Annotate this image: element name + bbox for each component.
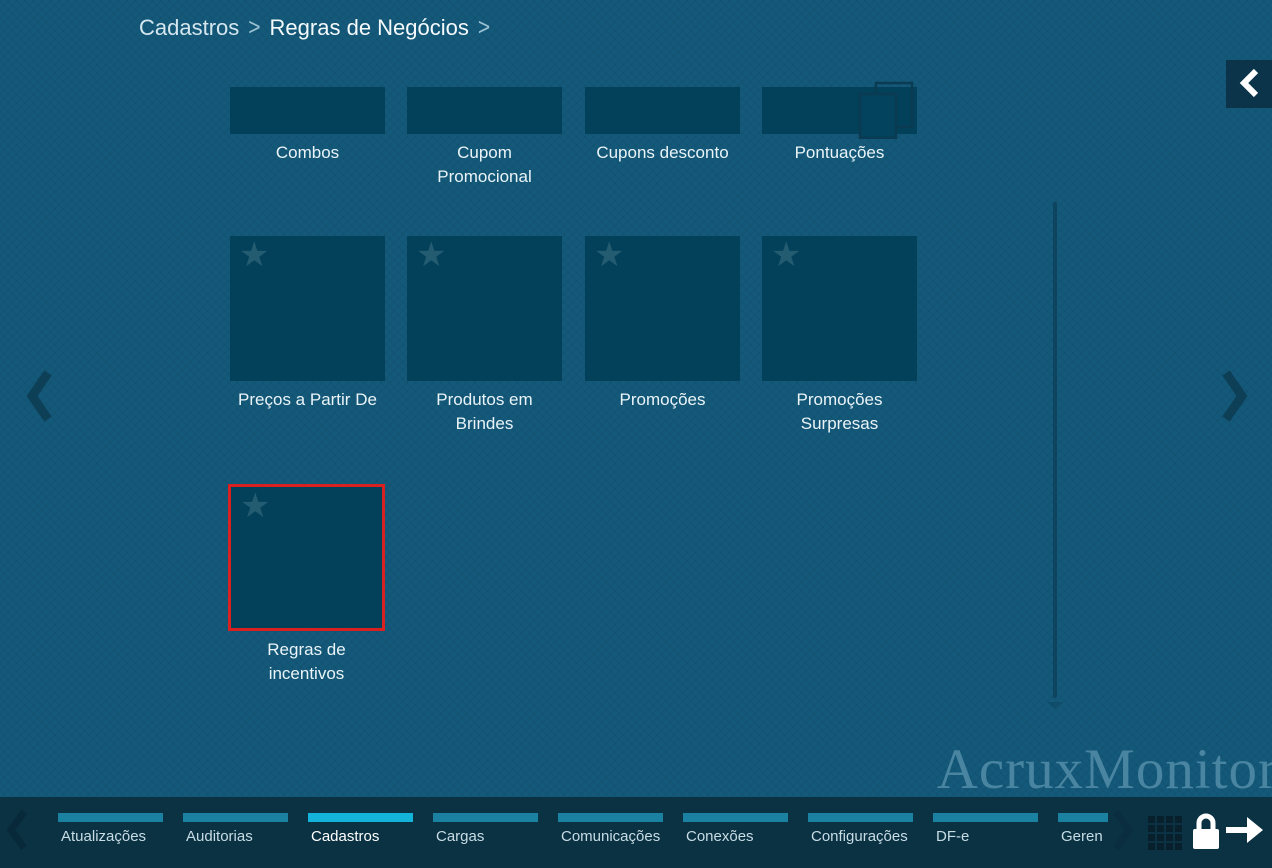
tile-thumbnail <box>407 87 562 134</box>
tile-label: Combos <box>275 143 340 162</box>
star-icon: ★ <box>594 236 625 274</box>
tile-thumbnail: ★ <box>585 236 740 381</box>
tab-cargas[interactable]: Cargas <box>433 813 538 863</box>
chevron-left-icon <box>26 369 52 426</box>
tab-comunicacoes[interactable]: Comunicações <box>558 813 663 863</box>
lock-icon <box>1191 813 1221 854</box>
tile-label: Pontuações <box>794 143 885 162</box>
tile-label: Promoções <box>619 390 706 409</box>
scrollbar-down-arrow-icon[interactable] <box>1047 702 1063 709</box>
tabs-scroll-left-chevron[interactable] <box>4 809 30 853</box>
tab-atualizacoes[interactable]: Atualizações <box>58 813 163 863</box>
breadcrumb: Cadastros > Regras de Negócios > <box>139 14 491 41</box>
star-icon: ★ <box>771 236 802 274</box>
star-icon: ★ <box>239 236 270 274</box>
tab-cadastros[interactable]: Cadastros <box>308 813 413 863</box>
breadcrumb-separator-icon: > <box>477 14 491 41</box>
tile-thumbnail: ★ <box>762 236 917 381</box>
tile-cupons-desconto[interactable]: Cupons desconto <box>585 87 740 165</box>
apps-grid-icon[interactable] <box>1148 816 1182 850</box>
tile-regras-de-incentivos[interactable]: ★ Regras de incentivos <box>228 484 385 686</box>
chevron-left-icon <box>1238 68 1260 101</box>
tile-cupom-promocional[interactable]: Cupom Promocional <box>407 87 562 189</box>
tile-precos-a-partir-de[interactable]: ★ Preços a Partir De <box>230 236 385 412</box>
tile-thumbnail: ★ <box>230 236 385 381</box>
tile-thumbnail <box>585 87 740 134</box>
tile-produtos-em-brindes[interactable]: ★ Produtos em Brindes <box>407 236 562 436</box>
chevron-right-icon <box>1112 809 1134 854</box>
tab-strip: Atualizações Auditorias Cadastros Cargas… <box>58 813 1108 863</box>
tab-conexoes[interactable]: Conexões <box>683 813 788 863</box>
tile-promocoes-surpresas[interactable]: ★ Promoções Surpresas <box>762 236 917 436</box>
tile-label: Cupons desconto <box>596 143 729 162</box>
tile-combos[interactable]: Combos <box>230 87 385 165</box>
tile-thumbnail <box>230 87 385 134</box>
chevron-right-icon <box>1222 369 1248 426</box>
overlapping-squares-icon <box>857 81 915 144</box>
tile-thumbnail <box>762 81 917 140</box>
scroll-left-chevron[interactable] <box>24 368 54 426</box>
tile-label: Cupom Promocional <box>437 143 532 186</box>
watermark: AcruxMonitor <box>936 738 1272 801</box>
tab-gerenciamento[interactable]: Geren <box>1058 813 1108 863</box>
tile-label: Regras de incentivos <box>267 640 346 683</box>
tile-pontuacoes[interactable]: Pontuações <box>762 81 917 165</box>
chevron-left-icon <box>6 809 28 854</box>
tile-promocoes[interactable]: ★ Promoções <box>585 236 740 412</box>
tile-thumbnail-selected: ★ <box>228 484 385 631</box>
tab-df-e[interactable]: DF-e <box>933 813 1038 863</box>
vertical-scrollbar[interactable] <box>1053 202 1057 698</box>
breadcrumb-item-cadastros[interactable]: Cadastros <box>139 15 240 40</box>
forward-arrow-button[interactable] <box>1226 815 1264 848</box>
lock-button[interactable] <box>1191 811 1221 854</box>
tab-configuracoes[interactable]: Configurações <box>808 813 913 863</box>
star-icon: ★ <box>240 487 271 525</box>
breadcrumb-separator-icon: > <box>248 14 261 41</box>
tile-label: Promoções Surpresas <box>796 390 883 433</box>
breadcrumb-item-regras-de-negocios[interactable]: Regras de Negócios <box>269 15 469 40</box>
star-icon: ★ <box>416 236 447 274</box>
arrow-right-icon <box>1226 817 1264 848</box>
tile-label: Produtos em Brindes <box>436 390 533 433</box>
scroll-right-chevron[interactable] <box>1220 368 1250 426</box>
bottom-tab-bar: Atualizações Auditorias Cadastros Cargas… <box>0 797 1272 868</box>
tile-thumbnail: ★ <box>407 236 562 381</box>
tabs-scroll-right-chevron[interactable] <box>1110 809 1136 853</box>
tile-label: Preços a Partir De <box>238 390 377 409</box>
tab-auditorias[interactable]: Auditorias <box>183 813 288 863</box>
back-button[interactable] <box>1226 60 1272 108</box>
